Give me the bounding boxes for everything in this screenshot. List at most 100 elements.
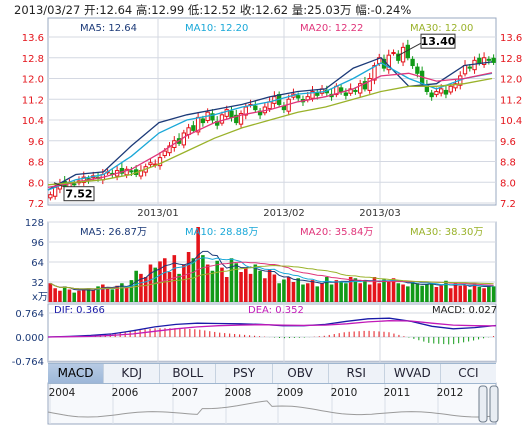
price-ma30-line xyxy=(47,77,493,186)
volume-bar-up xyxy=(348,277,353,302)
tab-rsi[interactable]: RSI xyxy=(329,364,385,383)
volume-bar-down xyxy=(215,260,219,302)
tab-boll[interactable]: BOLL xyxy=(160,364,217,383)
volume-bar-up xyxy=(53,288,57,302)
price-tick-right: 8.8 xyxy=(500,158,516,169)
volume-bar-up xyxy=(91,290,96,302)
volume-panel: 128 96 64 32 x万 MA5: 26.87万 MA10: 28.88万 MA20: … xyxy=(25,218,497,303)
volume-bar-down xyxy=(86,288,91,302)
volume-bar-down xyxy=(396,283,401,302)
price-tick-right: 11.2 xyxy=(500,95,522,106)
volume-bar-up xyxy=(101,284,105,302)
volume-bar-up xyxy=(267,269,272,302)
navigator-overview-line xyxy=(47,400,497,418)
price-tick-left: 8.0 xyxy=(28,178,44,189)
navigator-year-label: 2011 xyxy=(384,387,411,399)
price-legend-ma5: MA5: 12.64 xyxy=(80,23,137,34)
tab-cci[interactable]: CCI xyxy=(458,366,479,380)
price-tick-right: 12.8 xyxy=(500,54,522,65)
volume-bar-up xyxy=(139,273,143,302)
macd-tick: 0.000 xyxy=(15,333,44,344)
candle-up xyxy=(391,52,396,55)
price-tick-left: 9.6 xyxy=(28,137,44,148)
volume-bar-down xyxy=(363,280,367,302)
candle-down xyxy=(253,105,258,111)
tab-wvad[interactable]: WVAD xyxy=(385,364,441,383)
candle-down xyxy=(210,113,215,121)
volume-bar-up xyxy=(115,285,119,302)
candle-down xyxy=(415,66,420,74)
candle-down xyxy=(405,44,410,59)
candle-down xyxy=(72,183,77,186)
candle-down xyxy=(229,110,234,118)
high-pointer xyxy=(396,42,422,57)
candle-down xyxy=(353,89,358,92)
candle-down xyxy=(396,53,401,61)
candle-down xyxy=(429,92,434,98)
price-x-tick: 2013/03 xyxy=(359,208,401,219)
volume-bar-up xyxy=(248,273,253,302)
price-tick-right: 10.4 xyxy=(500,116,522,127)
volume-bar-down xyxy=(201,255,205,302)
volume-bar-up xyxy=(67,289,72,302)
volume-bar-up xyxy=(472,283,477,302)
candle-up xyxy=(48,194,53,199)
volume-bar-up xyxy=(148,264,153,302)
volume-bar-down xyxy=(425,284,429,302)
navigator-left-handle[interactable] xyxy=(478,385,488,423)
volume-legend-ma10: MA10: 28.88万 xyxy=(185,227,258,238)
volume-bar-down xyxy=(110,289,115,302)
macd-tick: -0.764 xyxy=(12,357,44,368)
tab-psy[interactable]: PSY xyxy=(216,364,273,383)
candle-up xyxy=(400,46,406,63)
volume-bar-up xyxy=(143,277,148,302)
navigator-frame xyxy=(47,382,497,425)
price-tick-left: 11.2 xyxy=(22,95,44,106)
candle-up xyxy=(148,162,153,166)
price-ma20-line xyxy=(47,72,493,189)
volume-bar-up xyxy=(453,283,458,302)
quote-header: 2013/03/27 开:12.64 高:12.99 低:12.52 收:12.… xyxy=(14,2,411,18)
volume-bar-up xyxy=(439,285,443,302)
tab-obv[interactable]: OBV xyxy=(273,364,329,383)
candle-up xyxy=(453,83,458,89)
volume-bar-up xyxy=(58,290,62,302)
quote-date: 2013/03/27 xyxy=(14,3,81,17)
volume-bar-down xyxy=(491,286,496,302)
tab-macd[interactable]: MACD xyxy=(48,364,105,383)
price-tick-left: 10.4 xyxy=(22,116,44,127)
price-tick-left: 13.6 xyxy=(22,33,44,44)
high-label: 13.40 xyxy=(421,35,456,48)
volume-bar-down xyxy=(382,279,386,302)
price-tick-left: 7.2 xyxy=(28,199,44,210)
price-tick-right: 7.2 xyxy=(500,199,516,210)
volume-bar-down xyxy=(282,279,286,302)
indicator-tabs: MACD KDJ BOLL PSY OBV RSI WVAD CCI xyxy=(48,363,496,384)
volume-bar-up xyxy=(172,255,177,302)
volume-tick: 64 xyxy=(31,258,44,269)
volume-bar-up xyxy=(263,278,267,302)
macd-tick: 0.764 xyxy=(15,309,44,320)
volume-bar-up xyxy=(463,284,467,302)
candle-up xyxy=(52,186,58,197)
macd-panel: 0.764 0.000 -0.764 DIF: 0.366 DEA: 0.352 MACD… xyxy=(12,303,497,368)
volume-bar-up xyxy=(367,284,372,302)
price-legend-ma30: MA30: 12.00 xyxy=(410,23,473,34)
tab-kdj[interactable]: KDJ xyxy=(104,364,161,383)
volume-bar-up xyxy=(272,274,277,302)
candle-down xyxy=(491,57,496,63)
navigator-right-handle[interactable] xyxy=(489,385,499,423)
volume-bar-up xyxy=(320,283,324,302)
price-tick-left: 12.0 xyxy=(22,75,44,86)
candle-up xyxy=(238,113,244,125)
volume-ma10-line xyxy=(50,257,494,290)
volume-bar-up xyxy=(448,288,453,302)
volume-bar-up xyxy=(105,287,110,302)
volume-bar-down xyxy=(96,286,100,302)
volume-bar-up xyxy=(186,252,191,302)
price-tick-right: 12.0 xyxy=(500,75,522,86)
navigator: 2004 2006 2007 2008 2009 2010 2011 2012 xyxy=(47,382,499,425)
volume-bar-down xyxy=(258,270,262,302)
volume-bar-up xyxy=(196,227,200,302)
volume-bar-down xyxy=(344,283,348,302)
